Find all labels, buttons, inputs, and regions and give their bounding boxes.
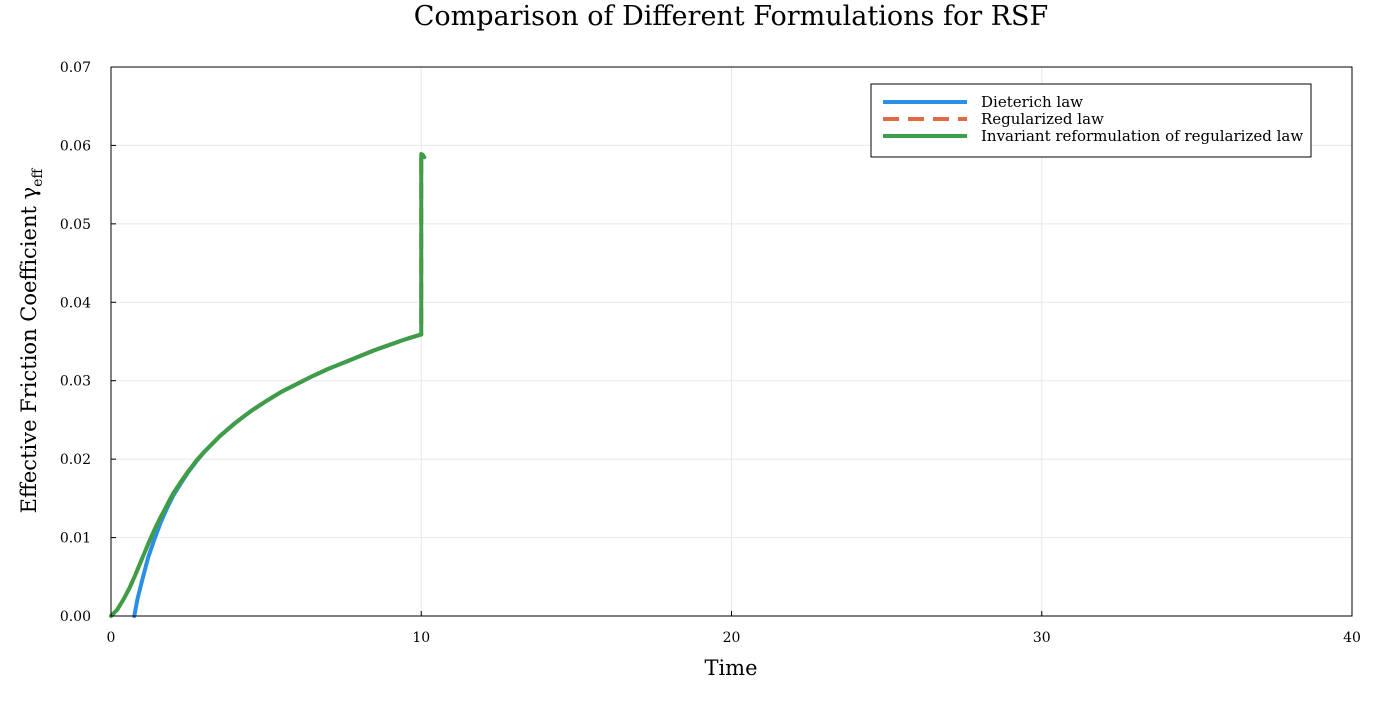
legend-label-2: Regularized law (981, 110, 1104, 128)
x-tick-label: 20 (723, 630, 741, 646)
x-tick-label: 0 (107, 630, 116, 646)
y-axis-label-main: Effective Friction Coefficient γ (17, 187, 41, 514)
y-tick-label: 0.07 (60, 60, 91, 76)
series-line-2 (109, 152, 427, 618)
y-tick-label: 0.00 (60, 609, 91, 625)
y-tick-label: 0.01 (60, 531, 91, 547)
series-line-3 (109, 152, 427, 618)
y-tick-label: 0.05 (60, 217, 91, 233)
legend-label-1: Dieterich law (981, 93, 1083, 111)
x-tick-label: 30 (1033, 630, 1051, 646)
series-line-1 (132, 332, 424, 618)
series-lines (109, 152, 427, 618)
y-tick-label: 0.06 (60, 138, 91, 154)
legend-label-3: Invariant reformulation of regularized l… (981, 127, 1303, 145)
axis-ticks: 0 10 20 30 40 0.00 0.01 0.02 0.03 0.04 0.05 0.06 0.0… (60, 60, 1361, 646)
y-axis-label: Effective Friction Coefficient γeff (17, 168, 46, 514)
y-tick-label: 0.03 (60, 374, 91, 390)
legend-box (870, 83, 1312, 158)
y-axis-label-subscript: eff (30, 168, 46, 187)
y-tick-label: 0.02 (60, 452, 91, 468)
chart-title: Comparison of Different Formulations for… (414, 1, 1049, 32)
x-tick-label: 10 (412, 630, 430, 646)
x-axis-label: Time (704, 656, 757, 680)
y-tick-label: 0.04 (60, 295, 91, 311)
x-tick-label: 40 (1343, 630, 1361, 646)
